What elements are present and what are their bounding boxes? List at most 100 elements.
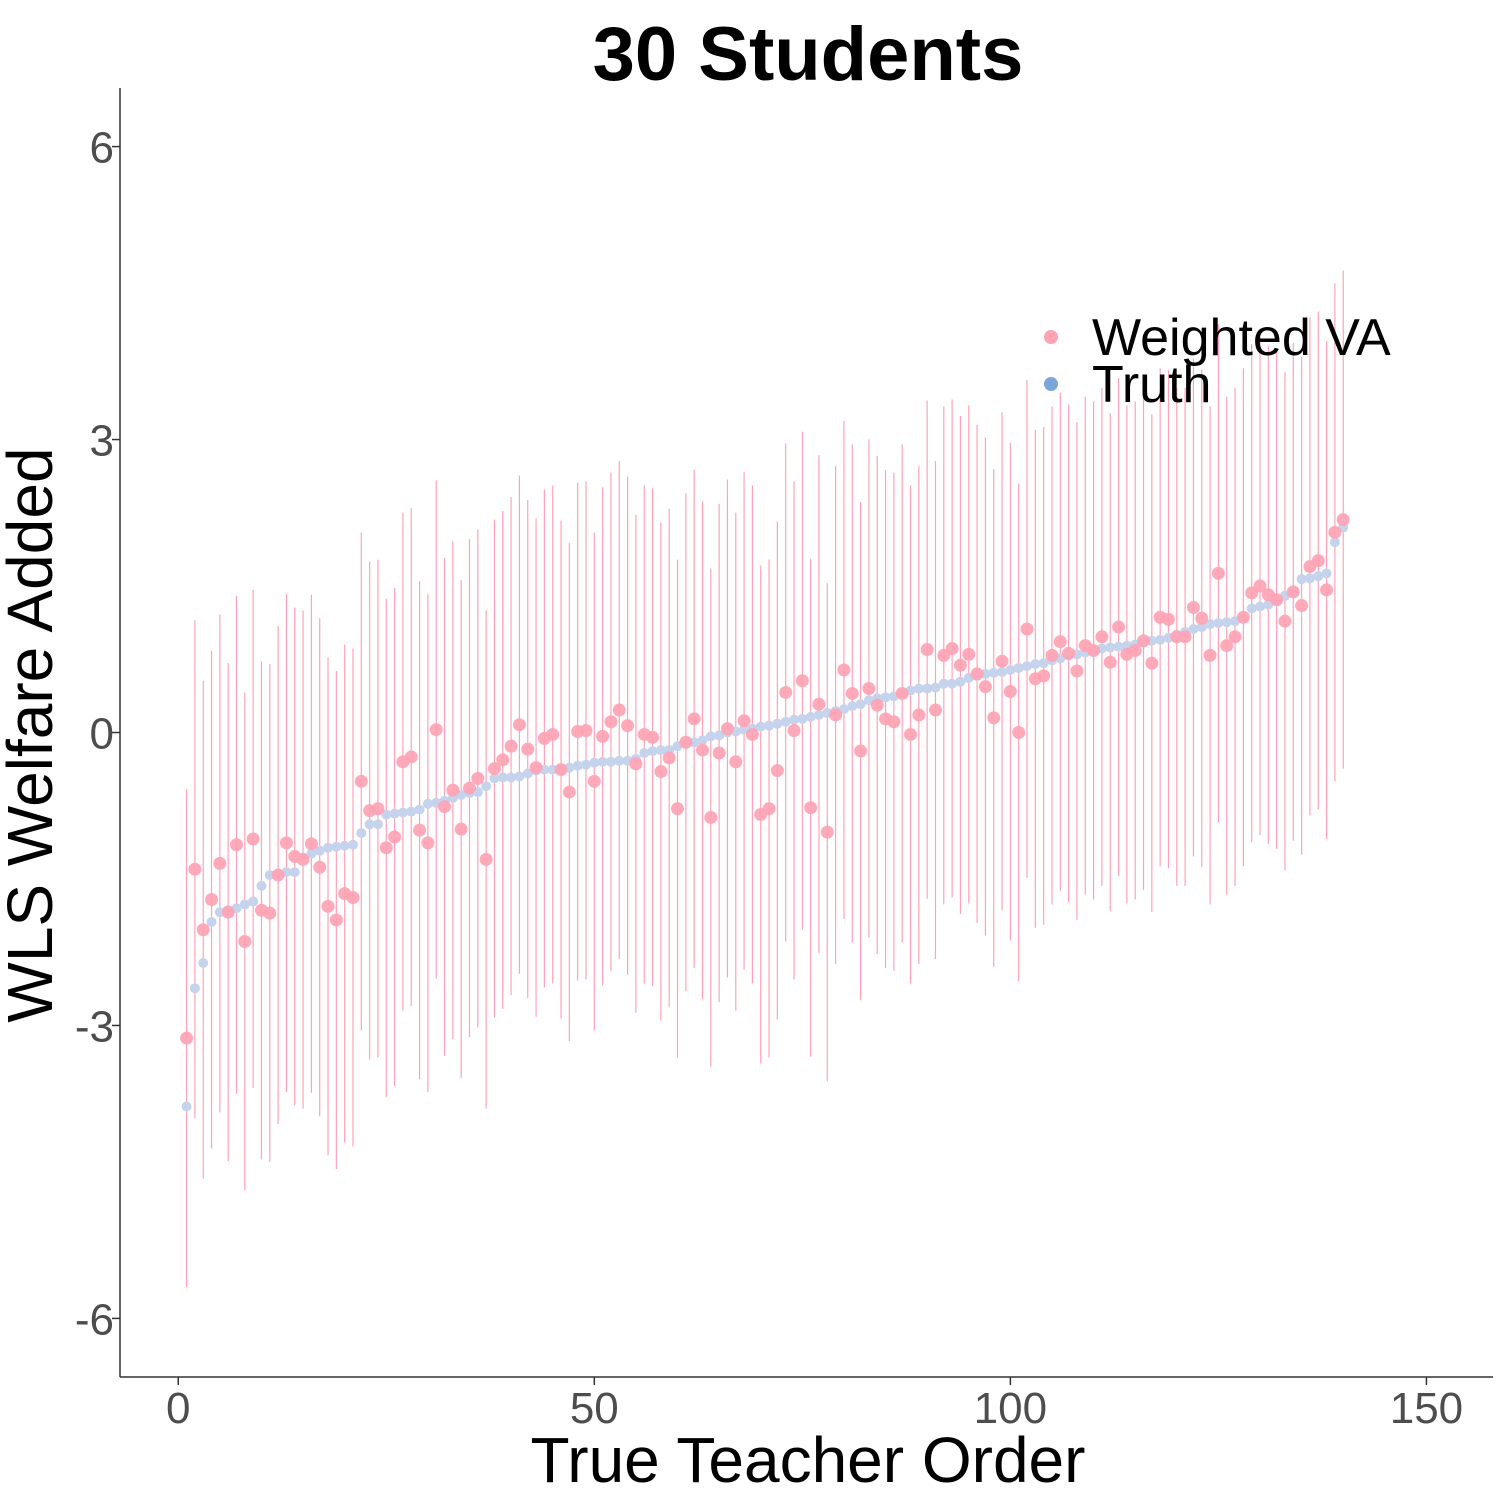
weighted-va-point bbox=[953, 658, 967, 672]
truth-point bbox=[930, 682, 941, 693]
truth-point bbox=[1304, 573, 1315, 584]
truth-point bbox=[198, 957, 209, 968]
truth-point bbox=[506, 772, 517, 783]
y-axis-title: WLS Welfare Added bbox=[0, 447, 66, 1022]
truth-point bbox=[772, 718, 783, 729]
weighted-va-point bbox=[1053, 635, 1067, 649]
truth-point bbox=[755, 721, 766, 732]
weighted-va-point bbox=[837, 663, 851, 677]
weighted-va-point bbox=[521, 742, 535, 756]
truth-point bbox=[714, 730, 725, 741]
weighted-va-point bbox=[712, 746, 726, 760]
weighted-va-point bbox=[987, 711, 1001, 725]
weighted-va-point bbox=[388, 830, 402, 844]
weighted-va-point bbox=[1178, 630, 1192, 644]
truth-point bbox=[1213, 618, 1224, 629]
truth-point bbox=[289, 867, 300, 878]
weighted-va-point bbox=[554, 763, 568, 777]
weighted-va-point bbox=[354, 774, 368, 788]
weighted-va-point bbox=[379, 841, 393, 855]
y-tick-label: 3 bbox=[90, 417, 114, 466]
truth-point bbox=[422, 798, 433, 809]
y-tick-label: -6 bbox=[75, 1295, 114, 1344]
chart-title: 30 Students bbox=[593, 12, 1024, 97]
truth-point bbox=[206, 916, 217, 927]
weighted-va-point bbox=[928, 703, 942, 717]
weighted-va-point bbox=[720, 722, 734, 736]
weighted-va-point bbox=[238, 934, 252, 948]
weighted-va-point bbox=[587, 774, 601, 788]
weighted-va-point bbox=[862, 682, 876, 696]
truth-point bbox=[489, 773, 500, 784]
truth-point bbox=[789, 714, 800, 725]
weighted-va-point bbox=[1228, 630, 1242, 644]
truth-point bbox=[339, 840, 350, 851]
weighted-va-point bbox=[854, 744, 868, 758]
truth-point bbox=[572, 760, 583, 771]
weighted-va-point bbox=[904, 727, 918, 741]
weighted-va-point bbox=[462, 781, 476, 795]
truth-point bbox=[1030, 659, 1041, 670]
weighted-va-point bbox=[1087, 643, 1101, 657]
weighted-va-point bbox=[870, 698, 884, 712]
weighted-va-point bbox=[321, 899, 335, 913]
truth-point bbox=[580, 759, 591, 770]
weighted-va-point bbox=[1203, 648, 1217, 662]
weighted-va-point bbox=[471, 771, 485, 785]
weighted-va-point bbox=[596, 729, 610, 743]
weighted-va-point bbox=[962, 647, 976, 661]
weighted-va-point bbox=[438, 800, 452, 814]
weighted-va-point bbox=[496, 753, 510, 767]
legend-key-weighted-va bbox=[1044, 330, 1058, 344]
weighted-va-point bbox=[612, 703, 626, 717]
weighted-va-point bbox=[180, 1031, 194, 1045]
weighted-va-point bbox=[1145, 656, 1159, 670]
truth-point bbox=[1188, 623, 1199, 634]
truth-point bbox=[347, 839, 358, 850]
weighted-va-point bbox=[1336, 513, 1350, 527]
weighted-va-point bbox=[978, 680, 992, 694]
x-tick-label: 100 bbox=[974, 1384, 1047, 1433]
y-tick-label: 6 bbox=[90, 124, 114, 173]
weighted-va-point bbox=[1070, 664, 1084, 678]
truth-point bbox=[838, 704, 849, 715]
truth-point bbox=[181, 1101, 192, 1112]
truth-point bbox=[1005, 665, 1016, 676]
weighted-va-point bbox=[995, 654, 1009, 668]
truth-point bbox=[913, 683, 924, 694]
truth-point bbox=[314, 845, 325, 856]
truth-point bbox=[256, 880, 267, 891]
legend-label-truth: Truth bbox=[1092, 356, 1211, 414]
weighted-va-point bbox=[745, 727, 759, 741]
truth-point bbox=[1113, 641, 1124, 652]
x-tick-label: 0 bbox=[166, 1384, 190, 1433]
weighted-va-point bbox=[229, 838, 243, 852]
weighted-va-point bbox=[263, 906, 277, 920]
truth-point bbox=[589, 757, 600, 768]
truth-point bbox=[1313, 571, 1324, 582]
truth-point bbox=[997, 666, 1008, 677]
weighted-va-point bbox=[221, 905, 235, 919]
truth-point bbox=[639, 748, 650, 759]
weighted-va-point bbox=[621, 719, 635, 733]
weighted-va-point bbox=[845, 686, 859, 700]
truth-point bbox=[331, 841, 342, 852]
points-weighted bbox=[180, 513, 1350, 1045]
weighted-va-point bbox=[654, 765, 668, 779]
x-axis-title: True Teacher Order bbox=[531, 1424, 1086, 1496]
weighted-va-point bbox=[1211, 566, 1225, 580]
legend-key-truth bbox=[1044, 377, 1058, 391]
weighted-va-point bbox=[413, 823, 427, 837]
x-tick-label: 50 bbox=[570, 1384, 619, 1433]
weighted-va-point bbox=[1112, 620, 1126, 634]
weighted-va-point bbox=[729, 755, 743, 769]
weighted-va-point bbox=[679, 735, 693, 749]
weighted-va-point bbox=[1128, 643, 1142, 657]
truth-point bbox=[988, 667, 999, 678]
weighted-va-point bbox=[787, 724, 801, 738]
weighted-va-point bbox=[304, 837, 318, 851]
truth-point bbox=[847, 701, 858, 712]
weighted-va-point bbox=[687, 712, 701, 726]
axis-lines bbox=[119, 88, 1493, 1378]
truth-point bbox=[389, 808, 400, 819]
